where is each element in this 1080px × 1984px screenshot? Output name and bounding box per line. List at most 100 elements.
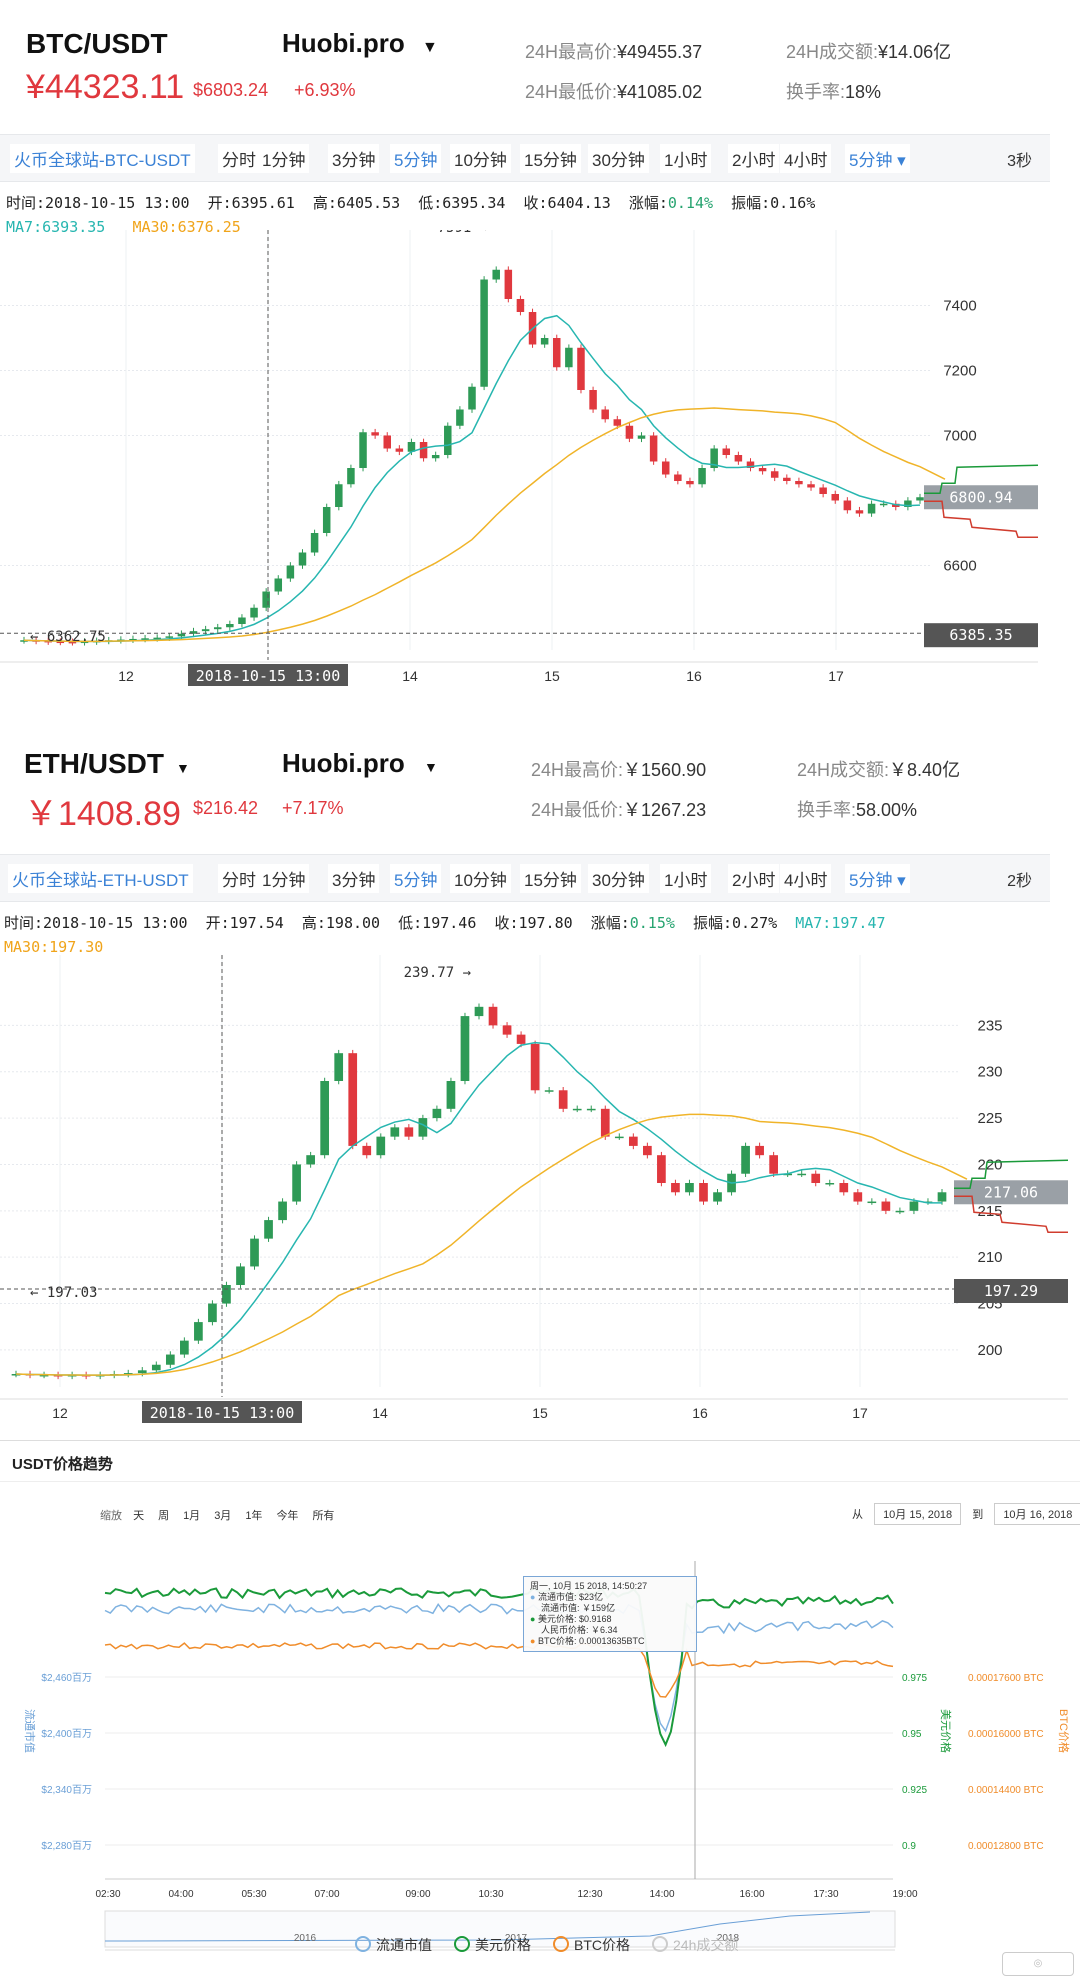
exchange-select[interactable]: Huobi.pro ▼ bbox=[282, 748, 438, 779]
usdt-trend-chart[interactable]: $2,460百万 $2,400百万 $2,340百万 $2,280百万 0.975 0.9… bbox=[0, 1531, 1080, 1951]
refresh-speed[interactable]: 3秒 bbox=[1007, 153, 1032, 170]
interval-tab[interactable]: 1小时 bbox=[660, 864, 712, 893]
x-tick-label: 09:00 bbox=[405, 1889, 430, 1900]
candle bbox=[335, 484, 343, 507]
interval-tab[interactable]: 5分钟 bbox=[390, 144, 442, 173]
market-tab[interactable]: 火币全球站-ETH-USDT bbox=[8, 864, 193, 893]
legend-dot-icon bbox=[553, 1936, 569, 1952]
zoom-button[interactable]: 周 bbox=[158, 1510, 170, 1522]
candle bbox=[390, 1127, 400, 1137]
candle bbox=[189, 631, 198, 634]
right-tick-label: 0.00014400 BTC bbox=[968, 1785, 1044, 1796]
candle bbox=[811, 1173, 821, 1183]
zoom-button[interactable]: 天 bbox=[133, 1510, 145, 1522]
tooltip-text: 人民币价格: ￥6.34 bbox=[541, 1625, 618, 1635]
from-date-input[interactable]: 10月 15, 2018 bbox=[874, 1503, 962, 1525]
refresh-speed[interactable]: 2秒 bbox=[1007, 873, 1032, 890]
candle bbox=[492, 269, 500, 280]
interval-tab[interactable]: 15分钟 bbox=[520, 144, 581, 173]
interval-tab[interactable]: 1小时 bbox=[660, 144, 712, 173]
interval-tab[interactable]: 3分钟 bbox=[328, 144, 380, 173]
pair-title[interactable]: ETH/USDT ▼ bbox=[24, 748, 190, 780]
candle bbox=[359, 432, 367, 468]
candle bbox=[825, 1183, 835, 1185]
exchange-select[interactable]: Huobi.pro ▼ bbox=[282, 28, 438, 59]
candle bbox=[909, 1201, 919, 1211]
change-pct: +7.17% bbox=[282, 798, 344, 818]
interval-tab[interactable]: 10分钟 bbox=[450, 864, 511, 893]
candle bbox=[613, 419, 622, 426]
stat-value: ￥1267.23 bbox=[623, 800, 707, 820]
interval-tab[interactable]: 5分钟 ▾ bbox=[845, 144, 910, 173]
interval-tab[interactable]: 4小时 bbox=[780, 144, 832, 173]
interval-tab[interactable]: 2小时 bbox=[728, 144, 780, 173]
legend-dot-icon bbox=[355, 1936, 371, 1952]
interval-tab[interactable]: 4小时 bbox=[780, 864, 832, 893]
interval-tab[interactable]: 2小时 bbox=[728, 864, 780, 893]
caret-down-icon: ▼ bbox=[424, 759, 438, 775]
legend-dot-icon bbox=[454, 1936, 470, 1952]
candle bbox=[643, 1145, 652, 1156]
btc-kline-chart[interactable]: 6600 7000 7200 7400 7591 → ← 6362.75 6385.35 68… bbox=[0, 230, 1080, 700]
interval-tab[interactable]: 30分钟 bbox=[588, 864, 649, 893]
info-low: 低:6395.34 bbox=[418, 194, 506, 212]
high-price-label: 239.77 → bbox=[404, 965, 471, 981]
info-close: 收:197.80 bbox=[494, 914, 573, 932]
tooltip-line: ● 美元价格: $0.9168 bbox=[530, 1614, 612, 1624]
y-tick-label: 215 bbox=[977, 1203, 1002, 1220]
stat-label: 24H成交额: bbox=[786, 42, 879, 62]
interval-tab[interactable]: 15分钟 bbox=[520, 864, 581, 893]
zoom-button[interactable]: 3月 bbox=[214, 1510, 232, 1522]
candle bbox=[419, 442, 428, 459]
left-tick-label: $2,460百万 bbox=[41, 1672, 92, 1684]
zoom-button[interactable]: 今年 bbox=[276, 1510, 299, 1522]
candle bbox=[625, 425, 634, 439]
candle bbox=[431, 455, 440, 459]
interval-tab[interactable]: 3分钟 bbox=[328, 864, 380, 893]
x-tick-label: 07:00 bbox=[314, 1889, 339, 1900]
candle bbox=[685, 1183, 694, 1193]
interval-tab[interactable]: 5分钟 ▾ bbox=[845, 864, 910, 893]
interval-tab[interactable]: 1分钟 bbox=[258, 144, 310, 173]
x-tick-label: 12 bbox=[118, 668, 134, 684]
to-date-input[interactable]: 10月 16, 2018 bbox=[994, 1503, 1080, 1525]
depth-ask-line bbox=[954, 1195, 1068, 1234]
info-ma30: MA30:197.30 bbox=[4, 938, 104, 956]
candle bbox=[238, 617, 246, 624]
pair-title: BTC/USDT bbox=[26, 28, 168, 59]
tooltip-text: 流通市值: $23亿 bbox=[537, 1592, 603, 1602]
interval-tab[interactable]: 分时 bbox=[218, 864, 260, 893]
candle bbox=[460, 1016, 470, 1081]
candle bbox=[194, 1322, 203, 1341]
watermark: ◎ bbox=[1002, 1952, 1074, 1976]
legend-item[interactable]: 美元价格 bbox=[454, 1936, 531, 1953]
x-tick-label: 2018-10-15 13:00 bbox=[196, 667, 341, 685]
tooltip-date: 周一, 10月 15 2018, 14:50:27 bbox=[530, 1581, 648, 1591]
x-tick-label: 17 bbox=[828, 668, 844, 684]
caret-down-icon: ▼ bbox=[422, 39, 438, 56]
candle bbox=[614, 1136, 624, 1139]
interval-tab[interactable]: 5分钟 bbox=[390, 864, 442, 893]
legend-item[interactable]: 流通市值 bbox=[355, 1936, 432, 1953]
interval-tab[interactable]: 分时 bbox=[218, 144, 260, 173]
y-tick-label: 7200 bbox=[943, 363, 976, 380]
eth-panel: ETH/USDT ▼ Huobi.pro ▼ ￥1408.89 $216.42 +… bbox=[0, 720, 1080, 1440]
candle bbox=[456, 409, 464, 426]
legend-item[interactable]: 24h成交额 bbox=[652, 1936, 738, 1953]
last-price: ￥1408.89 bbox=[24, 795, 181, 833]
zoom-button[interactable]: 所有 bbox=[312, 1510, 335, 1522]
interval-tab[interactable]: 30分钟 bbox=[588, 144, 649, 173]
interval-tab[interactable]: 10分钟 bbox=[450, 144, 511, 173]
candle bbox=[686, 481, 694, 485]
candle bbox=[306, 1155, 315, 1165]
market-tab[interactable]: 火币全球站-BTC-USDT bbox=[10, 144, 195, 173]
zoom-button[interactable]: 1年 bbox=[245, 1510, 263, 1522]
legend-item[interactable]: BTC价格 bbox=[553, 1936, 630, 1953]
x-tick-label: 17 bbox=[852, 1405, 868, 1421]
right-axis-title: BTC价格 bbox=[1057, 1709, 1071, 1753]
candle bbox=[222, 1285, 231, 1304]
candle-info: 时间:2018-10-15 13:00 开:197.54 高:198.00 低:… bbox=[4, 912, 886, 933]
zoom-button[interactable]: 1月 bbox=[183, 1510, 201, 1522]
interval-tab[interactable]: 1分钟 bbox=[258, 864, 310, 893]
